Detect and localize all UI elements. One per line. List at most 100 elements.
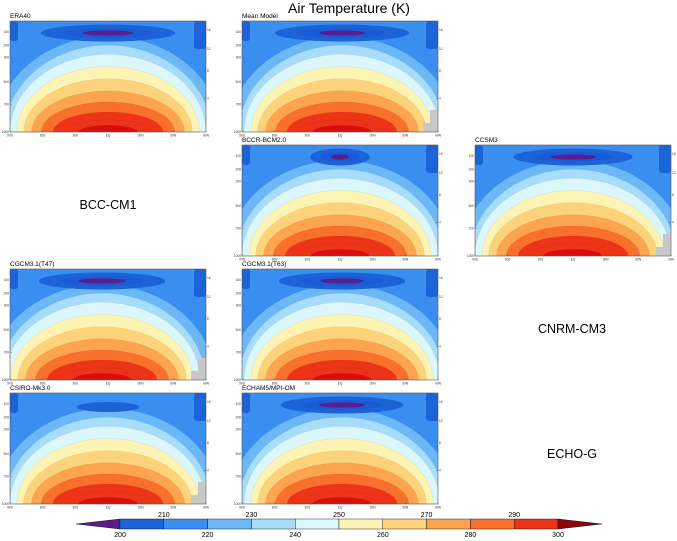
panel-mean-model: Mean Model 90S 60S 30S EQ 30N 60N 90N 100 200 300… [234,13,443,138]
y-tick-label: 1000 [234,378,241,382]
x-tick-label: 90N [435,382,442,386]
y-tick-label: 500 [4,328,10,332]
field-contours [10,269,206,380]
x-tick-label: 30N [138,506,145,510]
y-tick-label: 4 [207,97,209,101]
y-tick-label: 8 [207,69,209,73]
colorbar-label: 250 [333,512,345,519]
y-tick-label: 4 [672,221,674,225]
colorbar-label: 290 [508,512,520,519]
y-tick-label: 16 [439,28,443,32]
y-tick-label: 100 [4,402,10,406]
colorbar-label: 260 [377,532,389,539]
x-tick-label: EQ [106,506,111,510]
x-tick-label: 60N [170,506,177,510]
x-tick-label: 90N [203,382,210,386]
x-tick-label: 90S [239,134,245,138]
colorbar-max-arrow [557,518,603,530]
colorbar-cell [163,518,208,530]
y-tick-label: 16 [439,400,443,404]
colorbar-cell [382,518,427,530]
contour-band [318,402,366,408]
colorbar-min-arrow [75,518,121,530]
x-tick-label: 60S [505,258,511,262]
x-tick-label: 30S [72,382,78,386]
y-tick-label: 8 [207,441,209,445]
panel-title: ERA40 [10,13,31,20]
y-tick-label: 500 [4,452,10,456]
x-tick-label: 30N [370,382,377,386]
x-tick-label: EQ [106,134,111,138]
y-tick-label: 12 [207,295,211,299]
x-tick-label: 30S [304,258,310,262]
colorbar-label: 270 [421,512,433,519]
y-tick-label: 4 [439,221,441,225]
contour-band [312,373,372,380]
contour-band [426,393,438,421]
panel-cgcm3-t63: CGCM3.1(T63) 90S 60S 30S EQ 30N 60N 90N 100 200 3… [234,261,443,386]
y-tick-label: 700 [469,226,475,230]
y-tick-label: 8 [439,69,441,73]
y-tick-label: 700 [236,102,242,106]
field-contours [242,269,438,380]
colorbar-cell [207,518,252,530]
y-tick-label: 16 [439,152,443,156]
contour-band [312,125,372,132]
y-tick-label: 100 [236,154,242,158]
y-tick-label: 100 [236,402,242,406]
x-tick-label: 30S [537,258,543,262]
panel-title: BCCR-BCM2.0 [242,137,286,144]
y-tick-label: 16 [207,28,211,32]
y-tick-label: 200 [4,291,10,295]
y-tick-label: 8 [439,441,441,445]
y-tick-label: 12 [207,419,211,423]
x-tick-label: 30N [138,382,145,386]
x-tick-label: 60N [635,258,642,262]
x-tick-label: 60S [40,506,46,510]
x-tick-label: 30N [370,258,377,262]
contour-band [330,154,350,160]
y-tick-label: 4 [207,469,209,473]
missing-data [430,110,438,132]
y-tick-label: 700 [236,474,242,478]
x-tick-label: 30S [304,506,310,510]
contour-band [78,125,138,132]
contour-band [10,393,18,413]
x-tick-label: 90N [435,506,442,510]
contour-band [76,402,140,412]
x-tick-label: 90N [668,258,675,262]
contour-band [72,373,132,380]
x-tick-label: 60S [272,134,278,138]
panel-cgcm3-t47: CGCM3.1(T47) 90S 60S 30S EQ 30N 60N 90N 100 200 3… [2,261,211,386]
panel-csiro-mk3: CSIRO-Mk3.0 90S 60S 30S EQ 30N 60N 90N 100 200 30… [2,385,211,510]
y-tick-label: 200 [4,415,10,419]
contour-band [78,278,126,284]
colorbar-cell [426,518,471,530]
x-tick-label: 30N [370,134,377,138]
panel-title: CGCM3.1(T47) [10,261,54,268]
contour-band [550,154,596,160]
panel-title: CGCM3.1(T63) [242,261,286,268]
x-tick-label: 60N [402,134,409,138]
y-tick-label: 700 [4,474,10,478]
y-tick-label: 1000 [234,502,241,506]
heatmap-plot: 90S 60S 30S EQ 30N 60N 90N 100 200 300 500 700 1000 1… [467,144,676,262]
y-tick-label: 200 [236,291,242,295]
missing-data [656,247,663,256]
colorbar-cell [470,518,515,530]
x-tick-label: 60N [402,506,409,510]
panel-bccr-bcm2: BCCR-BCM2.0 90S 60S 30S EQ 30N 60N 90N 100 200 30… [234,137,443,262]
y-tick-label: 4 [439,97,441,101]
y-tick-label: 1000 [467,254,474,258]
x-tick-label: 30S [72,506,78,510]
panel-title: CSIRO-Mk3.0 [10,385,51,392]
colorbar-cell [119,518,164,530]
y-tick-label: 200 [236,167,242,171]
y-tick-label: 200 [236,43,242,47]
x-tick-label: 30S [304,382,310,386]
y-tick-label: 100 [469,154,475,158]
x-tick-label: EQ [338,506,343,510]
panel-ccsm3: CCSM3 90S 60S 30S EQ 30N 60N 90N 100 200 300 500 70… [467,137,676,262]
y-tick-label: 16 [207,400,211,404]
